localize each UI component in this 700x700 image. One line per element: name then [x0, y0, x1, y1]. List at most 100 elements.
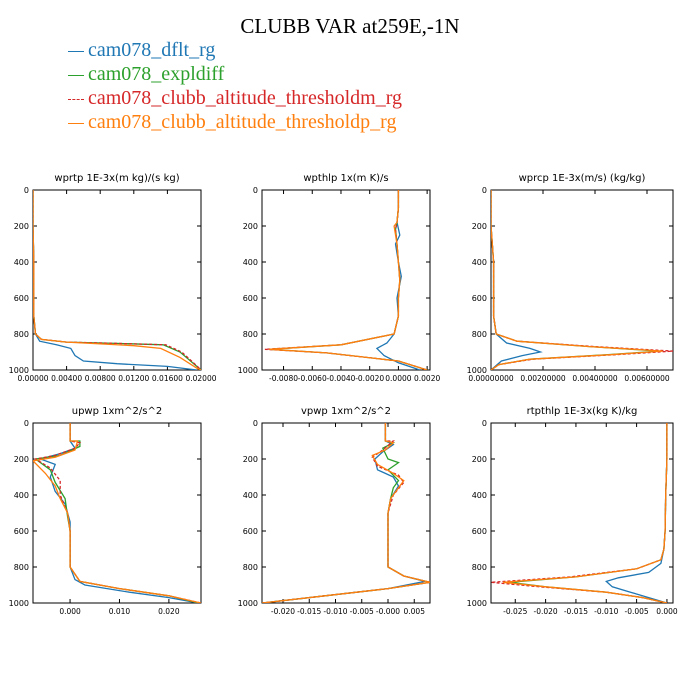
series-line: [33, 423, 201, 603]
legend-swatch: [68, 74, 84, 76]
series-line: [262, 423, 430, 603]
y-tick-label: 200: [14, 222, 29, 231]
y-tick-label: 600: [243, 294, 258, 303]
chart-title: rtpthlp 1E-3x(kg K)/kg: [527, 406, 638, 417]
chart-panel: wpthlp 1x(m K)/s 0 200 400 600 800 1000 -0.0080…: [238, 173, 441, 383]
y-tick-label: 200: [472, 222, 487, 231]
legend-item: cam078_expldiff: [68, 62, 402, 86]
y-tick-label: 200: [472, 455, 487, 464]
x-tick-label: -0.020: [271, 607, 295, 616]
x-tick-label: 0.00000: [17, 374, 48, 383]
chart-title: wprcp 1E-3x(m/s) (kg/kg): [519, 173, 646, 184]
series-line: [262, 423, 425, 603]
legend-item: cam078_clubb_altitude_thresholdm_rg: [68, 86, 402, 110]
series-line: [605, 423, 668, 603]
x-tick-label: 0.01600: [152, 374, 183, 383]
y-tick-label: 1000: [467, 599, 487, 608]
series-line: [491, 190, 663, 370]
series-line: [491, 190, 673, 370]
y-tick-label: 800: [472, 330, 487, 339]
legend-label: cam078_dflt_rg: [88, 39, 216, 61]
legend-swatch: [68, 50, 84, 52]
y-tick-label: 0: [482, 419, 487, 428]
x-tick-label: 0.00400000: [572, 374, 618, 383]
chart-panel: wprcp 1E-3x(m/s) (kg/kg) 0 200 400 600 800 100…: [467, 173, 674, 383]
series-line: [509, 423, 668, 603]
y-tick-label: 0: [253, 419, 258, 428]
y-tick-label: 1000: [238, 366, 258, 375]
x-tick-label: 0.00800: [85, 374, 116, 383]
y-tick-label: 1000: [238, 599, 258, 608]
plot-frame: [490, 189, 674, 371]
legend-item: cam078_dflt_rg: [68, 38, 402, 62]
legend-label: cam078_clubb_altitude_thresholdm_rg: [88, 87, 403, 109]
x-tick-label: 0.0020: [414, 374, 440, 383]
legend-label: cam078_clubb_altitude_thresholdp_rg: [88, 111, 397, 133]
plot-frame: [261, 189, 431, 371]
x-tick-label: 0.00200000: [520, 374, 566, 383]
series-line: [33, 423, 201, 603]
series-line: [503, 423, 668, 603]
series-line: [264, 190, 428, 370]
plot-frame: [490, 422, 674, 604]
x-tick-label: -0.020: [534, 607, 558, 616]
x-tick-label: -0.010: [323, 607, 347, 616]
series-line: [269, 190, 428, 370]
plot-frame: [32, 189, 202, 371]
y-tick-label: 600: [243, 527, 258, 536]
x-tick-label: 0.000: [59, 607, 81, 616]
y-tick-label: 600: [14, 527, 29, 536]
series-line: [375, 190, 421, 370]
y-tick-label: 400: [472, 258, 487, 267]
plot-frame: [32, 422, 202, 604]
y-tick-label: 600: [14, 294, 29, 303]
y-tick-label: 800: [472, 563, 487, 572]
y-tick-label: 200: [14, 455, 29, 464]
y-tick-label: 400: [243, 258, 258, 267]
chart-title: upwp 1xm^2/s^2: [72, 406, 162, 417]
chart-panel: wprtp 1E-3x(m kg)/(s kg) 0 200 400 600 800 100…: [9, 173, 217, 383]
y-tick-label: 1000: [9, 599, 29, 608]
series-line: [33, 190, 201, 370]
x-tick-label: -0.0060: [298, 374, 327, 383]
series-line: [33, 423, 199, 603]
chart-title: wpthlp 1x(m K)/s: [303, 173, 388, 184]
y-tick-label: 0: [253, 186, 258, 195]
y-tick-label: 400: [243, 491, 258, 500]
x-tick-label: 0.0000: [385, 374, 411, 383]
x-tick-label: 0.010: [109, 607, 131, 616]
x-tick-label: 0.000: [656, 607, 678, 616]
y-tick-label: 400: [14, 491, 29, 500]
y-tick-label: 1000: [9, 366, 29, 375]
plot-frame: [261, 422, 431, 604]
legend-label: cam078_expldiff: [88, 63, 225, 85]
x-tick-label: -0.010: [594, 607, 618, 616]
x-tick-label: 0.00000000: [468, 374, 514, 383]
x-tick-label: -0.015: [564, 607, 588, 616]
x-tick-label: -0.015: [297, 607, 321, 616]
series-line: [38, 423, 199, 603]
y-tick-label: 800: [14, 330, 29, 339]
y-tick-label: 400: [472, 491, 487, 500]
y-tick-label: 800: [14, 563, 29, 572]
x-tick-label: 0.020: [158, 607, 180, 616]
legend-swatch: [68, 122, 84, 124]
chart-panel: rtpthlp 1E-3x(kg K)/kg 0 200 400 600 800 1000 -…: [467, 406, 678, 616]
legend-swatch: [68, 98, 84, 100]
y-tick-label: 600: [472, 294, 487, 303]
series-line: [491, 190, 661, 370]
chart-title: vpwp 1xm^2/s^2: [301, 406, 391, 417]
x-tick-label: -0.005: [625, 607, 649, 616]
y-tick-label: 200: [243, 455, 258, 464]
y-tick-label: 0: [24, 186, 29, 195]
x-tick-label: -0.0080: [269, 374, 298, 383]
figure-title: CLUBB VAR at259E,-1N: [240, 14, 460, 38]
x-tick-label: -0.0040: [326, 374, 355, 383]
y-tick-label: 400: [14, 258, 29, 267]
y-tick-label: 800: [243, 330, 258, 339]
legend: cam078_dflt_rg cam078_expldiff cam078_cl…: [68, 38, 402, 134]
y-tick-label: 600: [472, 527, 487, 536]
series-line: [33, 190, 201, 370]
x-tick-label: -0.000: [376, 607, 400, 616]
